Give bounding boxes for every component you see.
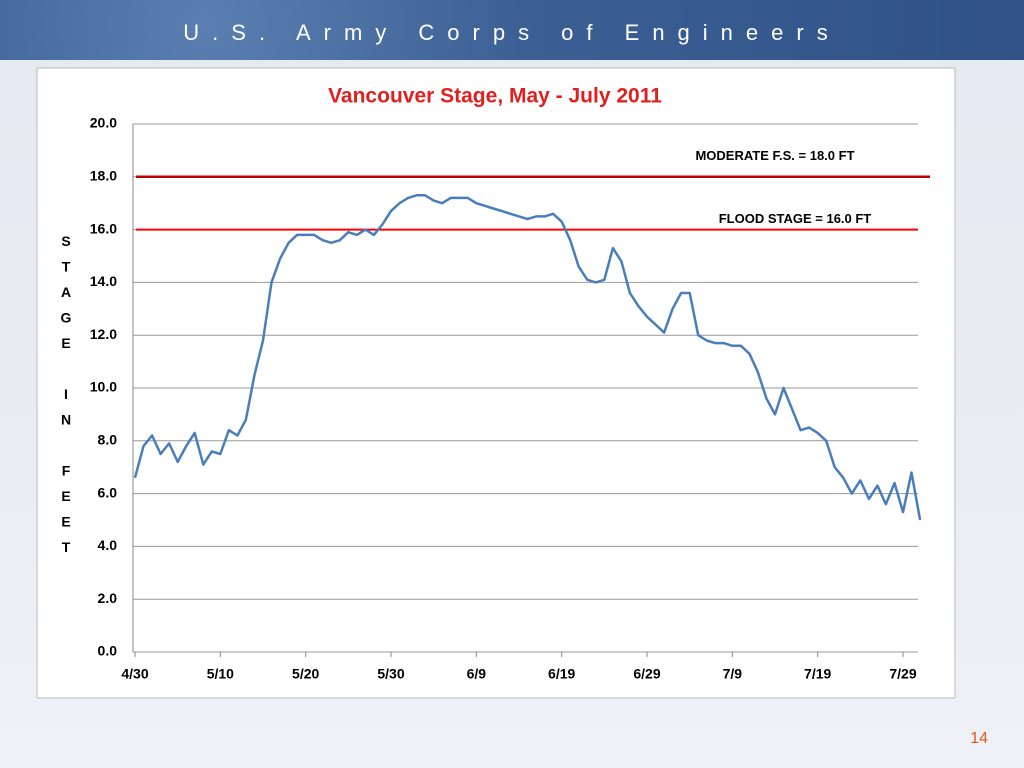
x-tick-label: 6/19: [548, 666, 575, 682]
y-tick-label: 8.0: [98, 432, 118, 448]
x-tick-label: 5/30: [377, 666, 404, 682]
chart-frame: [36, 67, 956, 699]
y-tick-label: 14.0: [90, 273, 117, 289]
y-tick-label: 4.0: [98, 537, 118, 553]
x-tick-label: 7/9: [723, 666, 743, 682]
x-tick-label: 4/30: [121, 666, 148, 682]
header-band: U.S. Army Corps of Engineers: [0, 0, 1024, 60]
y-tick-label: 20.0: [90, 115, 117, 131]
y-tick-label: 2.0: [98, 590, 118, 606]
page-number: 14: [970, 730, 988, 747]
header-title: U.S. Army Corps of Engineers: [183, 20, 841, 45]
y-tick-label: 0.0: [98, 643, 118, 659]
y-tick-label: 16.0: [90, 220, 117, 236]
y-tick-label: 18.0: [90, 168, 117, 184]
x-tick-label: 7/29: [889, 666, 916, 682]
y-tick-label: 6.0: [98, 484, 118, 500]
y-tick-label: 12.0: [90, 326, 117, 342]
reference-label: MODERATE F.S. = 18.0 FT: [695, 148, 854, 163]
chart-title: Vancouver Stage, May - July 2011: [328, 85, 662, 108]
y-tick-label: 10.0: [90, 379, 117, 395]
x-tick-label: 6/9: [467, 666, 487, 682]
x-tick-label: 5/10: [207, 666, 234, 682]
data-line: [133, 194, 922, 521]
x-tick-label: 7/19: [804, 666, 831, 682]
x-tick-label: 6/29: [633, 666, 660, 682]
x-tick-label: 5/20: [292, 666, 319, 682]
reference-label: FLOOD STAGE = 16.0 FT: [719, 211, 872, 226]
